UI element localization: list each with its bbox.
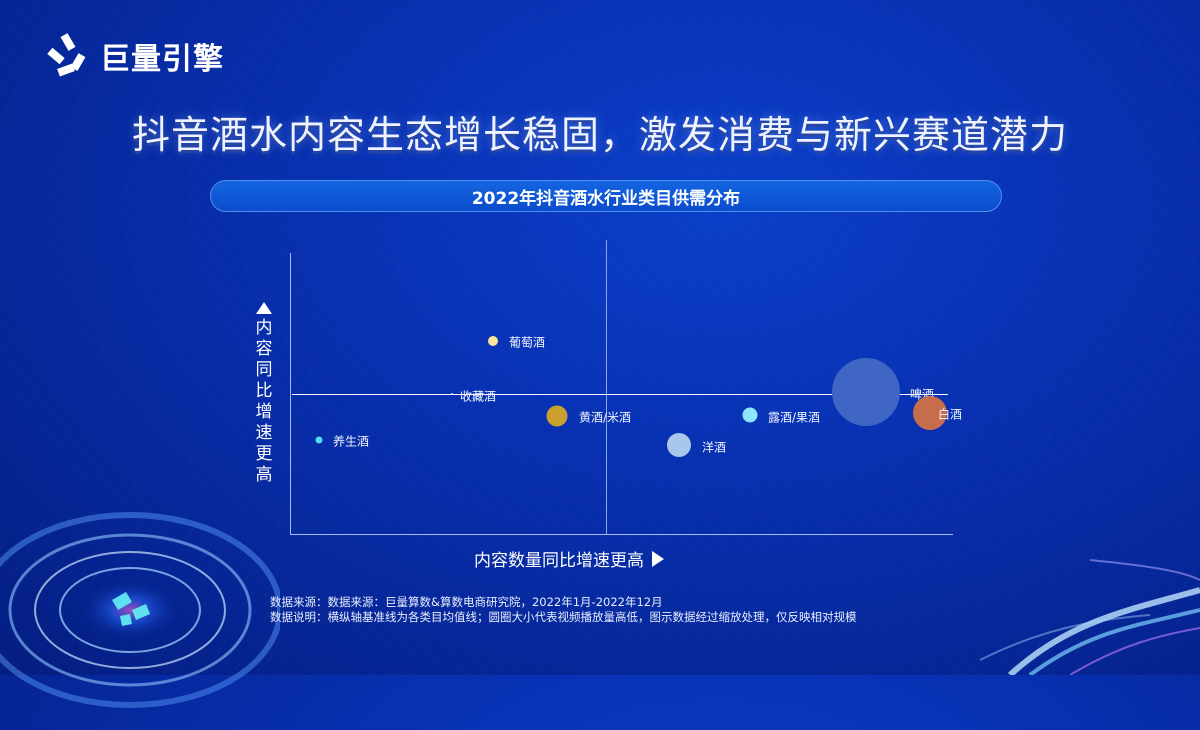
bubble-fruit-wine[interactable] xyxy=(742,407,758,423)
bubble-baijiu[interactable] xyxy=(913,396,947,430)
wave-decoration-icon xyxy=(979,559,1200,675)
chart-title-bar: 2022年抖音酒水行业类目供需分布 xyxy=(210,180,1002,212)
bubble-label: 葡萄酒 xyxy=(509,335,546,350)
brand-name: 巨量引擎 xyxy=(100,42,224,77)
brand-logo: 巨量引擎 xyxy=(44,32,224,80)
bubble-health-wine[interactable] xyxy=(315,436,323,444)
bubble-label: 黄酒/米酒 xyxy=(579,410,632,425)
footnotes: 数据来源：数据来源：巨量算数&算数电商研究院，2022年1月-2022年12月 … xyxy=(270,595,857,625)
bubble-rice-wine[interactable] xyxy=(546,405,568,427)
bubble-chart: 葡萄酒 收藏酒 黄酒/米酒 养生酒 洋酒 露酒/果酒 啤酒 白酒 内容同比增速更… xyxy=(253,240,963,571)
y-axis-label: 内容同比增速更高 xyxy=(253,302,275,486)
page-title: 抖音酒水内容生态增长稳固，激发消费与新兴赛道潜力 xyxy=(131,113,1068,157)
y-average-reference-line xyxy=(292,394,948,395)
ocean-engine-logo-icon xyxy=(47,33,86,77)
data-source: 数据来源：数据来源：巨量算数&算数电商研究院，2022年1月-2022年12月 xyxy=(270,595,663,609)
bubble-collectible-liquor[interactable] xyxy=(451,393,453,395)
bubble-label: 洋酒 xyxy=(702,440,727,455)
bubble-foreign-spirits[interactable] xyxy=(667,433,691,457)
up-arrow-icon xyxy=(256,302,272,314)
x-axis-line xyxy=(290,534,953,535)
swirl-decoration-icon xyxy=(0,512,280,708)
x-axis-label: 内容数量同比增速更高 xyxy=(474,546,664,571)
bubble-beer[interactable] xyxy=(832,358,900,426)
bubble-label: 收藏酒 xyxy=(460,389,497,404)
bubble-grape-wine[interactable] xyxy=(488,336,498,346)
chart-title: 2022年抖音酒水行业类目供需分布 xyxy=(471,188,741,209)
right-arrow-icon xyxy=(652,550,664,567)
x-average-reference-line xyxy=(606,240,607,534)
data-explanation: 数据说明：横纵轴基准线为各类目均值线；圆圈大小代表视频播放量高低，图示数据经过缩… xyxy=(270,610,857,624)
bubble-label: 露酒/果酒 xyxy=(768,410,821,425)
y-axis-line xyxy=(290,253,291,535)
bubble-label: 养生酒 xyxy=(333,434,370,449)
bubble-label: 白酒 xyxy=(938,407,963,422)
